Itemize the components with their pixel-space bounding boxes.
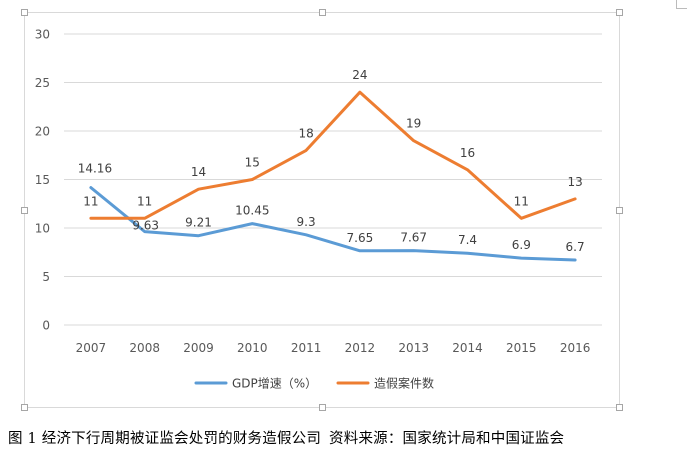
- legend-label: 造假案件数: [374, 376, 434, 391]
- data-label: 6.7: [566, 240, 585, 254]
- data-label: 10.45: [235, 204, 269, 218]
- x-tick-label: 2012: [345, 341, 376, 355]
- resize-handle-middle-left[interactable]: [21, 207, 28, 214]
- series-line-1: [89, 90, 577, 220]
- y-tick-label: 25: [35, 76, 50, 90]
- y-axis: 0 5 10 15 20 25 30: [35, 28, 50, 333]
- resize-handle-top-middle[interactable]: [319, 9, 326, 16]
- resize-handle-middle-right[interactable]: [616, 207, 623, 214]
- x-tick-label: 2011: [291, 341, 322, 355]
- data-label: 7.4: [458, 233, 477, 247]
- y-tick-label: 30: [35, 28, 50, 42]
- y-tick-label: 0: [42, 319, 50, 333]
- data-label: 6.9: [512, 238, 531, 252]
- data-label: 9.63: [132, 219, 159, 233]
- data-label: 9.3: [297, 215, 316, 229]
- data-label: 18: [298, 126, 313, 140]
- legend: GDP增速（%） 造假案件数: [194, 376, 434, 391]
- figure-title: 图 1 经济下行周期被证监会处罚的财务造假公司: [8, 431, 322, 447]
- resize-handle-bottom-middle[interactable]: [319, 404, 326, 411]
- data-label: 19: [406, 117, 421, 131]
- corner-mark: [676, 0, 687, 9]
- figure-caption: 图 1 经济下行周期被证监会处罚的财务造假公司 资料来源：国家统计局和中国证监会: [8, 427, 688, 448]
- data-label: 14: [191, 165, 206, 179]
- data-label: 24: [352, 68, 367, 82]
- data-label: 7.67: [400, 231, 427, 245]
- data-label: 9.21: [185, 216, 212, 230]
- x-tick-label: 2015: [506, 341, 537, 355]
- y-tick-label: 10: [35, 222, 50, 236]
- data-label: 13: [567, 175, 582, 189]
- x-tick-label: 2007: [76, 341, 107, 355]
- data-label: 11: [83, 194, 98, 208]
- y-tick-label: 5: [42, 270, 50, 284]
- data-labels: 14.16 9.63 9.21 10.45 9.3 7.65 7.67 7.4 6.9 6.7 11…: [78, 68, 585, 254]
- data-label: 15: [245, 156, 260, 170]
- resize-handle-bottom-right[interactable]: [616, 404, 623, 411]
- y-tick-label: 20: [35, 125, 50, 139]
- legend-label: GDP增速（%）: [232, 377, 317, 391]
- data-label: 7.65: [347, 231, 374, 245]
- data-label: 11: [137, 194, 152, 208]
- resize-handle-top-left[interactable]: [21, 9, 28, 16]
- x-tick-label: 2009: [183, 341, 214, 355]
- x-tick-label: 2008: [129, 341, 160, 355]
- resize-handle-bottom-left[interactable]: [21, 404, 28, 411]
- x-tick-label: 2016: [560, 341, 591, 355]
- resize-handle-top-right[interactable]: [616, 9, 623, 16]
- x-tick-label: 2010: [237, 341, 268, 355]
- x-tick-label: 2013: [398, 341, 429, 355]
- y-tick-label: 15: [35, 173, 50, 187]
- data-label: 14.16: [78, 162, 112, 176]
- data-label: 16: [460, 146, 475, 160]
- x-axis: 2007 2008 2009 2010 2011 2012 2013 2014 2015 2016: [76, 341, 591, 355]
- x-tick-label: 2014: [452, 341, 483, 355]
- figure-source: 资料来源：国家统计局和中国证监会: [329, 431, 565, 447]
- gridlines: [64, 33, 602, 326]
- series-layer: [89, 90, 577, 262]
- data-label: 11: [514, 194, 529, 208]
- chart-frame[interactable]: [21, 9, 623, 411]
- series-line-0: [89, 186, 577, 262]
